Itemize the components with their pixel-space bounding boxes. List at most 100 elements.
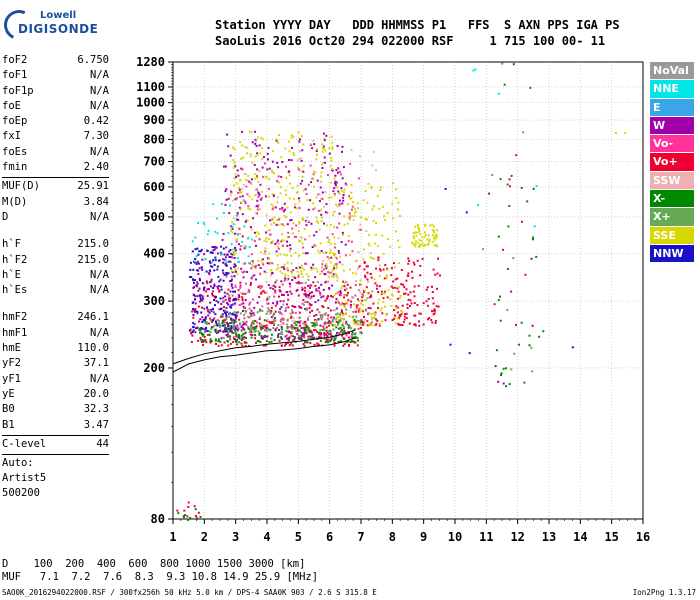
data-point	[307, 219, 310, 222]
param-name: yF2	[2, 357, 21, 370]
data-point	[433, 312, 436, 315]
data-point	[258, 296, 261, 298]
data-point	[334, 256, 337, 259]
data-point	[323, 139, 326, 142]
data-point	[238, 333, 240, 336]
data-point	[232, 341, 235, 344]
data-point	[221, 313, 224, 316]
data-point	[302, 246, 305, 249]
data-point	[300, 273, 303, 275]
data-point	[255, 140, 257, 143]
data-point	[233, 265, 236, 268]
data-point	[255, 244, 257, 247]
y-tick-label: 1100	[136, 80, 165, 94]
data-point	[336, 276, 339, 279]
data-point	[535, 255, 538, 258]
data-point	[270, 309, 273, 312]
data-point	[313, 234, 316, 237]
data-point	[337, 321, 340, 324]
data-point	[264, 224, 267, 227]
data-point	[305, 273, 308, 276]
data-point	[367, 182, 370, 185]
data-point	[276, 245, 279, 248]
data-point	[272, 326, 275, 329]
data-point	[267, 146, 270, 149]
data-point	[287, 231, 290, 234]
data-point	[310, 222, 313, 225]
data-point	[229, 328, 232, 331]
data-point	[314, 276, 317, 279]
param-name: M(D)	[2, 195, 28, 208]
data-point	[214, 230, 217, 233]
data-point	[216, 285, 219, 288]
data-point	[320, 318, 323, 321]
data-point	[256, 311, 259, 314]
data-point	[338, 261, 341, 264]
data-point	[337, 250, 340, 252]
data-point	[255, 342, 257, 344]
data-point	[199, 294, 201, 297]
data-point	[335, 297, 338, 300]
data-point	[240, 267, 243, 270]
data-point	[351, 214, 354, 217]
data-point	[203, 328, 206, 331]
data-point	[350, 240, 353, 243]
data-point	[352, 219, 355, 222]
data-point	[333, 341, 336, 344]
data-point	[306, 216, 309, 219]
data-point	[288, 282, 291, 285]
data-point	[229, 290, 232, 293]
data-point	[352, 320, 355, 323]
data-point	[283, 263, 286, 266]
data-point	[393, 317, 396, 320]
data-point	[381, 312, 384, 315]
data-point	[251, 334, 254, 336]
data-point	[363, 268, 366, 271]
data-point	[290, 219, 293, 221]
data-point	[224, 165, 227, 168]
data-point	[303, 293, 306, 296]
data-point	[330, 337, 333, 340]
data-point	[324, 161, 327, 164]
data-point	[230, 304, 233, 307]
data-point	[192, 308, 194, 310]
data-point	[315, 289, 318, 292]
data-point	[226, 302, 228, 304]
data-point	[256, 301, 259, 304]
data-point	[219, 251, 222, 254]
data-point	[183, 509, 186, 512]
data-point	[365, 286, 368, 289]
y-tick-label: 1000	[136, 96, 165, 110]
data-point	[252, 326, 255, 329]
data-point	[341, 324, 344, 327]
data-point	[311, 324, 314, 327]
param-row: h`E N/A	[2, 269, 109, 284]
data-point	[320, 197, 323, 200]
data-point	[306, 318, 309, 321]
param-name: hmF1	[2, 326, 28, 339]
data-point	[267, 284, 270, 287]
data-point	[205, 323, 208, 325]
data-point	[411, 276, 414, 279]
data-point	[234, 246, 237, 249]
data-point	[227, 344, 230, 347]
data-point	[268, 257, 271, 260]
data-point	[266, 302, 269, 305]
data-point	[377, 302, 380, 305]
data-point	[242, 305, 245, 308]
data-point	[265, 175, 268, 178]
data-point	[214, 338, 217, 341]
data-point	[276, 326, 279, 329]
data-point	[325, 203, 328, 206]
data-point	[437, 305, 440, 308]
data-point	[339, 326, 342, 329]
data-point	[189, 516, 192, 519]
data-point	[232, 223, 235, 226]
data-point	[449, 343, 452, 346]
data-point	[304, 301, 307, 303]
header-values: SaoLuis 2016 Oct20 294 022000 RSF 1 715 …	[215, 34, 606, 48]
data-point	[320, 296, 323, 299]
data-point	[233, 275, 236, 278]
data-point	[233, 337, 236, 340]
data-point	[303, 268, 306, 271]
